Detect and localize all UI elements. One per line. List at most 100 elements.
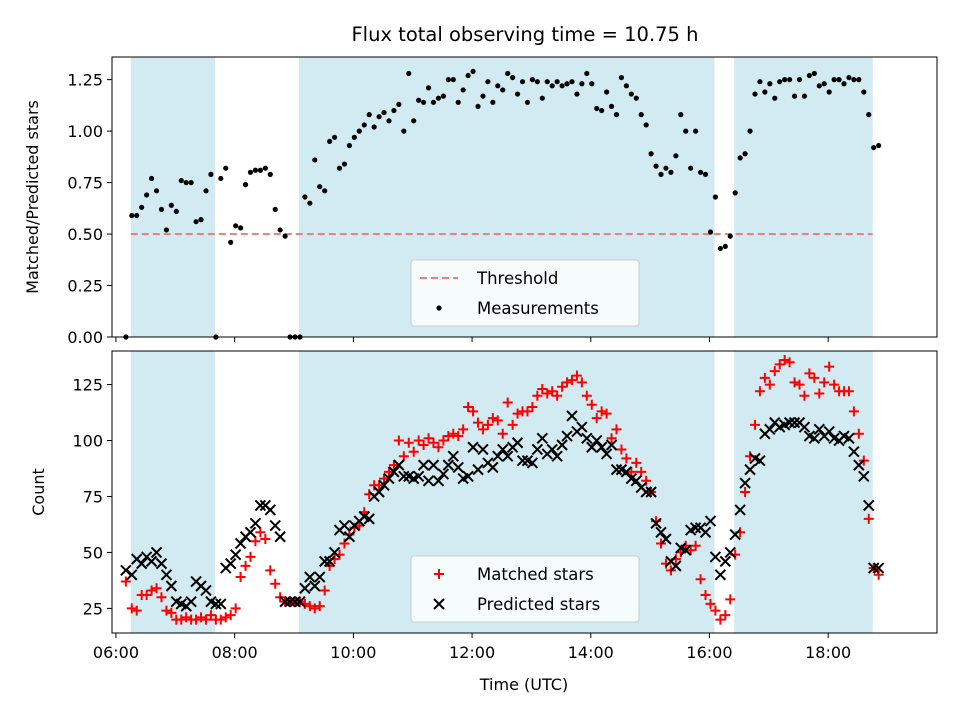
- predicted-star-point: [150, 546, 163, 559]
- measurement-point: [673, 153, 679, 159]
- measurement-point: [327, 138, 333, 145]
- measurement-point: [425, 85, 432, 91]
- matched-star-point: [304, 601, 315, 612]
- matched-star-point: [700, 589, 711, 600]
- matched-star-point: [814, 388, 825, 399]
- measurement-point: [831, 77, 837, 83]
- x-tick-label: 18:00: [805, 643, 851, 662]
- predicted-star-point: [640, 486, 652, 498]
- predicted-star-point: [566, 410, 578, 422]
- predicted-star-point: [284, 595, 296, 608]
- measurement-point: [732, 190, 738, 196]
- measurement-point: [208, 171, 214, 177]
- predicted-star-point: [254, 499, 267, 512]
- predicted-star-point: [126, 569, 138, 581]
- matched-star-point: [759, 372, 770, 383]
- predicted-star-point: [853, 459, 865, 471]
- predicted-star-point: [472, 463, 484, 476]
- matched-star-point: [443, 431, 454, 442]
- measurement-point: [411, 118, 417, 124]
- predicted-star-point: [279, 595, 291, 608]
- predicted-star-point: [229, 548, 242, 561]
- legend-box: [410, 259, 640, 327]
- measurement-point: [163, 227, 170, 233]
- predicted-star-point: [680, 544, 692, 556]
- matched-star-point: [631, 457, 642, 468]
- measurement-point: [356, 128, 362, 134]
- matched-star-point: [492, 415, 503, 426]
- matched-star-point: [576, 377, 587, 388]
- measurement-point: [421, 99, 427, 105]
- y-axis-label: Count: [29, 468, 48, 516]
- predicted-star-point: [155, 557, 168, 570]
- predicted-star-point: [595, 441, 608, 453]
- measurement-point: [712, 194, 719, 200]
- predicted-star-point: [299, 582, 311, 594]
- matched-star-point: [473, 417, 484, 428]
- measurement-point: [663, 165, 669, 171]
- y-tick-label: 0.75: [67, 174, 103, 193]
- matched-star-point: [621, 453, 632, 464]
- measurement-point: [519, 79, 526, 85]
- predicted-star-point: [689, 522, 702, 534]
- measurement-point: [500, 87, 506, 93]
- legend: Matched stars Predicted stars: [410, 555, 640, 623]
- predicted-star-point: [165, 580, 178, 592]
- predicted-star-point: [304, 571, 316, 583]
- predicted-star-point: [754, 454, 766, 467]
- predicted-star-point: [318, 555, 331, 568]
- predicted-star-point: [135, 557, 148, 570]
- y-tick-label: 0.25: [67, 277, 103, 296]
- matched-star-point: [477, 424, 488, 435]
- predicted-star-point: [586, 441, 598, 453]
- matched-star-point: [176, 614, 187, 625]
- measurement-point: [317, 184, 323, 190]
- axes-frame: [111, 56, 938, 338]
- matched-star-point: [591, 413, 602, 424]
- predicted-star-point: [497, 443, 509, 456]
- measurement-point: [262, 165, 268, 171]
- matched-star-point: [196, 612, 207, 623]
- predicted-star-point: [432, 475, 445, 487]
- measurement-point: [524, 99, 531, 105]
- measurement-point: [534, 79, 540, 85]
- y-tick-label: 100: [72, 432, 103, 451]
- measurement-point: [722, 243, 728, 250]
- measurement-point: [346, 142, 353, 149]
- measurement-point: [371, 124, 377, 130]
- measurement-point: [480, 93, 486, 99]
- predicted-star-point: [422, 475, 435, 487]
- legend-label: Threshold: [476, 269, 558, 288]
- matched-star-point: [542, 388, 553, 399]
- matched-star-point: [502, 397, 513, 408]
- measurement-point: [430, 99, 437, 105]
- measurement-point: [702, 171, 709, 177]
- matched-star-point: [537, 384, 548, 395]
- matched-star-point: [487, 413, 498, 424]
- matched-star-point: [799, 390, 810, 401]
- measurement-point: [539, 95, 545, 101]
- matched-star-point: [398, 451, 409, 462]
- matched-star-point: [843, 386, 854, 397]
- predicted-star-point: [462, 470, 474, 483]
- predicted-star-point: [719, 555, 732, 568]
- measurement-point: [806, 72, 812, 79]
- matched-star-point: [720, 610, 731, 621]
- predicted-star-point: [546, 443, 558, 456]
- x-tick-label: 12:00: [449, 643, 495, 662]
- predicted-star-point: [600, 448, 613, 460]
- predicted-star-point: [412, 470, 425, 483]
- measurement-point: [683, 128, 689, 134]
- bottom-panel: 25 50 75 100 125 06:00 08:00 10:00 12:00 14:00 16:…: [29, 350, 938, 662]
- matched-star-point: [581, 390, 592, 401]
- measurement-point: [302, 194, 308, 200]
- measurement-point: [475, 103, 481, 110]
- measurement-point: [589, 81, 595, 87]
- measurement-point: [312, 157, 318, 163]
- measurement-point: [826, 89, 832, 95]
- measurement-point: [237, 225, 244, 231]
- matched-star-point: [527, 401, 538, 412]
- predicted-star-point: [610, 463, 623, 476]
- matched-star-point: [774, 359, 785, 370]
- matched-star-point: [225, 610, 236, 621]
